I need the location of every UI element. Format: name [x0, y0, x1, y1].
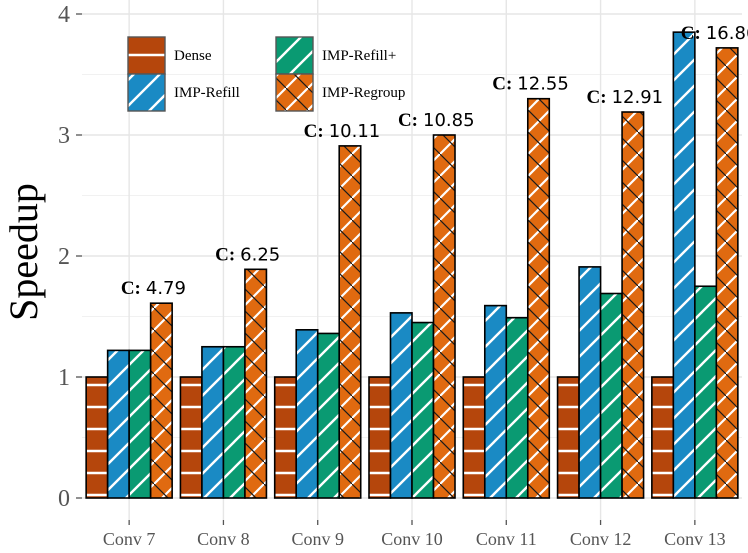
x-tick-label-conv-12: Conv 12: [570, 529, 632, 549]
x-tick-label-conv-10: Conv 10: [381, 529, 443, 549]
y-tick-label: 3: [58, 123, 70, 149]
bar-imp-refill-conv-13: [672, 31, 696, 499]
legend-label-imp-refill: IMP-Refill: [174, 85, 240, 101]
bar-dense-conv-11: [462, 376, 486, 499]
bar-imp-refill-conv-10: [389, 312, 413, 499]
legend: Dense IMP-Refill IMP-Refill+ IMP-Regroup: [127, 36, 405, 112]
bar-imp-refill-conv-9: [316, 332, 341, 499]
bar-imp-refill-conv-11: [505, 316, 529, 499]
annotation-conv-11: C: 12.55: [492, 74, 569, 95]
bar-dense-conv-7: [85, 376, 109, 499]
bar-imp-refill-conv-8: [201, 345, 225, 499]
legend-key-imp-refill: [275, 36, 314, 75]
annotation-conv-10: C: 10.85: [398, 110, 475, 131]
bars: [85, 31, 739, 499]
annotation-value: 10.85: [423, 110, 475, 131]
bar-imp-refill-conv-10: [411, 321, 435, 499]
legend-label-imp-refill: IMP-Refill+: [322, 48, 396, 64]
bar-imp-regroup-conv-7: [149, 302, 173, 499]
bar-imp-refill-conv-7: [106, 349, 130, 499]
legend-label-dense: Dense: [174, 48, 212, 64]
annotation-value: 10.11: [329, 121, 381, 142]
bar-imp-regroup-conv-10: [432, 134, 456, 499]
bar-imp-refill-conv-12: [599, 292, 623, 499]
bar-imp-refill-conv-11: [483, 304, 508, 499]
annotation-value: 12.55: [517, 74, 569, 95]
annotation-conv-13: C:16.86: [681, 23, 748, 44]
y-axis-label: Speedup: [1, 183, 46, 321]
legend-label-imp-regroup: IMP-Regroup: [322, 85, 405, 101]
annotation-prefix: C:: [398, 110, 418, 131]
legend-key-dense: [127, 36, 166, 75]
annotation-value: 4.79: [146, 278, 186, 299]
bar-imp-regroup-conv-9: [338, 145, 362, 499]
x-tick-label-conv-13: Conv 13: [664, 529, 726, 549]
bar-imp-refill-conv-7: [128, 349, 152, 499]
bar-imp-refill-conv-12: [578, 266, 602, 499]
bar-imp-regroup-conv-12: [621, 111, 645, 499]
x-tick-label-conv-9: Conv 9: [291, 529, 344, 549]
x-tick-label-conv-8: Conv 8: [197, 529, 250, 549]
y-tick-label: 2: [58, 244, 70, 270]
bar-imp-refill-conv-8: [222, 345, 246, 499]
annotation-conv-12: C: 12.91: [587, 87, 664, 108]
bar-dense-conv-8: [179, 376, 203, 499]
annotation-prefix: C:: [215, 244, 235, 265]
bar-dense-conv-10: [368, 376, 392, 499]
annotations: C: 4.79C: 6.25C: 10.11C: 10.85C: 12.55C: 12.91…: [121, 23, 748, 299]
x-tick-label-conv-11: Conv 11: [476, 529, 537, 549]
annotation-prefix: C:: [492, 74, 512, 95]
bar-imp-regroup-conv-11: [526, 97, 551, 499]
annotation-prefix: C:: [681, 23, 701, 44]
x-axis: Conv 7 Conv 8 Conv 9 Conv 10 Conv 11 Conv 12 C…: [103, 520, 726, 549]
x-tick-label-conv-7: Conv 7: [103, 529, 156, 549]
bar-imp-regroup-conv-13: [715, 47, 739, 499]
legend-key-imp-refill: [127, 73, 166, 112]
bar-dense-conv-12: [556, 376, 580, 499]
annotation-value: 16.86: [706, 23, 748, 44]
annotation-conv-9: C: 10.11: [304, 121, 381, 142]
annotation-prefix: C:: [304, 121, 324, 142]
y-tick-label: 4: [58, 2, 70, 28]
y-axis: 0 1 2 3 4: [58, 2, 82, 512]
bar-dense-conv-13: [651, 376, 675, 499]
y-tick-label: 1: [58, 365, 70, 391]
annotation-conv-7: C: 4.79: [121, 278, 186, 299]
bar-imp-refill-conv-13: [694, 285, 718, 499]
annotation-value: 6.25: [240, 244, 280, 265]
annotation-prefix: C:: [121, 278, 141, 299]
y-tick-label: 0: [58, 486, 70, 512]
annotation-value: 12.91: [612, 87, 664, 108]
bar-dense-conv-9: [273, 376, 298, 499]
annotation-prefix: C:: [587, 87, 607, 108]
legend-key-imp-regroup: [275, 73, 314, 112]
annotation-conv-8: C: 6.25: [215, 244, 280, 265]
bar-imp-regroup-conv-8: [244, 268, 268, 499]
bar-imp-refill-conv-9: [295, 329, 319, 499]
